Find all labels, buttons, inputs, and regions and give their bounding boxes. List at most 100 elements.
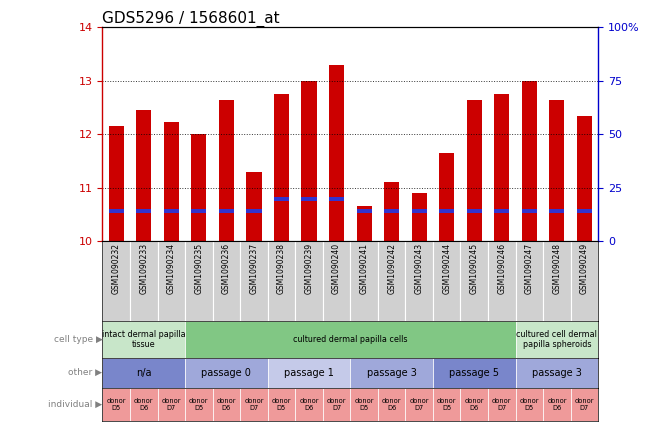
Text: GSM1090240: GSM1090240 <box>332 243 341 294</box>
Bar <box>543 241 570 321</box>
Bar <box>329 197 344 201</box>
Bar <box>130 241 157 321</box>
Bar <box>301 197 317 201</box>
Bar <box>295 241 323 321</box>
Text: donor
D6: donor D6 <box>382 398 401 411</box>
Text: passage 3: passage 3 <box>367 368 416 378</box>
Bar <box>102 321 185 357</box>
Text: donor
D6: donor D6 <box>465 398 484 411</box>
Bar <box>102 357 185 387</box>
Bar <box>329 65 344 241</box>
Bar <box>439 209 454 213</box>
Text: cell type ▶: cell type ▶ <box>54 335 102 344</box>
Bar <box>494 209 510 213</box>
Text: passage 3: passage 3 <box>532 368 582 378</box>
Bar <box>433 387 461 421</box>
Text: donor
D7: donor D7 <box>492 398 512 411</box>
Text: GSM1090249: GSM1090249 <box>580 243 589 294</box>
Bar <box>350 241 378 321</box>
Bar <box>157 387 185 421</box>
Text: passage 5: passage 5 <box>449 368 499 378</box>
Bar <box>467 209 482 213</box>
Bar <box>323 387 350 421</box>
Bar <box>516 241 543 321</box>
Bar <box>185 357 268 387</box>
Bar <box>185 241 213 321</box>
Text: donor
D7: donor D7 <box>161 398 181 411</box>
Text: GSM1090241: GSM1090241 <box>360 243 369 294</box>
Bar <box>488 387 516 421</box>
Bar <box>378 241 405 321</box>
Text: donor
D6: donor D6 <box>217 398 236 411</box>
Bar <box>433 241 461 321</box>
Text: donor
D5: donor D5 <box>520 398 539 411</box>
Text: passage 1: passage 1 <box>284 368 334 378</box>
Bar <box>570 241 598 321</box>
Text: GSM1090234: GSM1090234 <box>167 243 176 294</box>
Bar <box>405 387 433 421</box>
Text: GSM1090242: GSM1090242 <box>387 243 396 294</box>
Text: donor
D5: donor D5 <box>437 398 457 411</box>
Bar <box>247 209 262 213</box>
Bar <box>412 193 427 241</box>
Text: intact dermal papilla
tissue: intact dermal papilla tissue <box>102 330 186 349</box>
Text: GSM1090232: GSM1090232 <box>112 243 121 294</box>
Bar <box>130 387 157 421</box>
Bar <box>301 81 317 241</box>
Bar <box>164 122 179 241</box>
Bar <box>136 110 151 241</box>
Text: donor
D5: donor D5 <box>354 398 374 411</box>
Bar <box>405 241 433 321</box>
Bar <box>108 126 124 241</box>
Bar <box>461 387 488 421</box>
Text: other ▶: other ▶ <box>69 368 102 377</box>
Bar <box>384 209 399 213</box>
Bar <box>467 99 482 241</box>
Bar <box>549 209 564 213</box>
Bar <box>136 209 151 213</box>
Bar <box>543 387 570 421</box>
Bar <box>219 209 234 213</box>
Text: donor
D6: donor D6 <box>547 398 566 411</box>
Bar <box>323 241 350 321</box>
Text: GSM1090237: GSM1090237 <box>249 243 258 294</box>
Bar <box>439 153 454 241</box>
Bar <box>268 357 350 387</box>
Text: donor
D6: donor D6 <box>134 398 153 411</box>
Bar <box>268 241 295 321</box>
Text: donor
D5: donor D5 <box>189 398 209 411</box>
Text: GSM1090233: GSM1090233 <box>139 243 148 294</box>
Bar <box>247 171 262 241</box>
Bar <box>274 94 289 241</box>
Bar <box>356 209 371 213</box>
Bar <box>494 94 510 241</box>
Bar <box>522 81 537 241</box>
Text: donor
D7: donor D7 <box>409 398 429 411</box>
Bar <box>433 357 516 387</box>
Bar <box>488 241 516 321</box>
Bar <box>350 357 433 387</box>
Text: GSM1090243: GSM1090243 <box>414 243 424 294</box>
Bar <box>191 209 206 213</box>
Bar <box>295 387 323 421</box>
Bar <box>522 209 537 213</box>
Bar <box>108 209 124 213</box>
Text: GSM1090236: GSM1090236 <box>222 243 231 294</box>
Bar <box>577 115 592 241</box>
Bar <box>577 209 592 213</box>
Text: n/a: n/a <box>136 368 151 378</box>
Text: passage 0: passage 0 <box>202 368 251 378</box>
Text: cultured dermal papilla cells: cultured dermal papilla cells <box>293 335 408 344</box>
Bar <box>240 241 268 321</box>
Text: donor
D7: donor D7 <box>244 398 264 411</box>
Text: donor
D7: donor D7 <box>574 398 594 411</box>
Text: donor
D6: donor D6 <box>299 398 319 411</box>
Bar <box>356 206 371 241</box>
Text: GSM1090238: GSM1090238 <box>277 243 286 294</box>
Text: donor
D5: donor D5 <box>272 398 292 411</box>
Bar <box>102 241 130 321</box>
Bar <box>157 241 185 321</box>
Text: donor
D7: donor D7 <box>327 398 346 411</box>
Bar <box>213 241 240 321</box>
Bar <box>102 387 130 421</box>
